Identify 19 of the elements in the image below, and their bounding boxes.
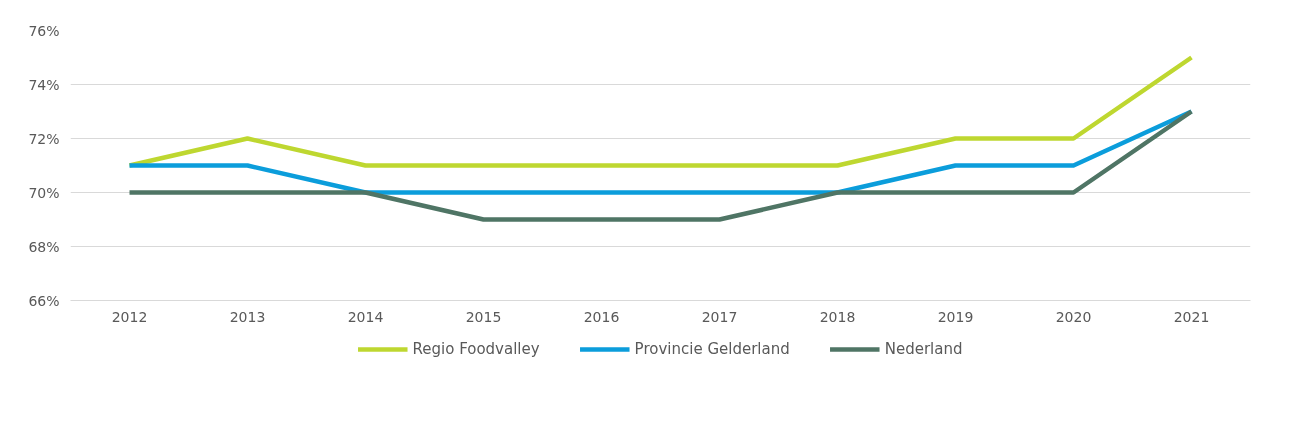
y-tick-label: 68% — [28, 238, 60, 255]
x-tick-label: 2012 — [111, 308, 148, 325]
y-tick-label: 76% — [28, 22, 60, 39]
legend-label: Nederland — [884, 340, 963, 358]
legend-label: Regio Foodvalley — [412, 340, 540, 358]
y-tick-label: 70% — [28, 184, 60, 201]
y-tick-label: 74% — [28, 76, 60, 93]
x-tick-label: 2015 — [465, 308, 502, 325]
x-tick-label: 2019 — [937, 308, 974, 325]
x-tick-label: 2013 — [229, 308, 266, 325]
x-tick-label: 2021 — [1173, 308, 1210, 325]
y-tick-label: 66% — [28, 292, 60, 309]
x-tick-label: 2020 — [1055, 308, 1092, 325]
y-tick-label: 72% — [28, 130, 60, 147]
x-tick-label: 2016 — [583, 308, 620, 325]
legend-label: Provincie Gelderland — [634, 340, 790, 358]
x-tick-label: 2018 — [819, 308, 856, 325]
x-tick-label: 2017 — [701, 308, 738, 325]
x-tick-label: 2014 — [347, 308, 384, 325]
